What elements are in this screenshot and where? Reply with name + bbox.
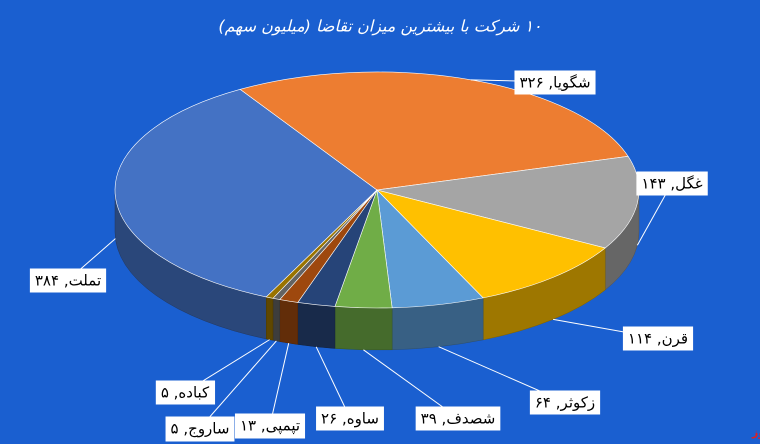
data-label-text: کباده, ۵ (161, 384, 210, 402)
leader-line (269, 342, 290, 426)
data-label: کباده, ۵ (155, 380, 216, 405)
pie-slice-side (297, 302, 336, 349)
data-label-box (165, 416, 235, 442)
leader-line (199, 340, 277, 429)
data-label-text: زکوثر, ۶۴ (535, 394, 595, 412)
pie-slice (114, 89, 378, 298)
data-label-box (622, 326, 694, 351)
pie-slice-side (279, 299, 299, 345)
data-label: شگویا, ۳۲۶ (514, 70, 596, 95)
pie-slice (376, 156, 640, 249)
data-label-text: ساروج, ۵ (171, 420, 230, 439)
data-label-text: ساوه, ۲۶ (321, 410, 379, 428)
data-label-text: شگویا, ۳۲۶ (519, 74, 590, 92)
data-label-box (234, 413, 306, 439)
data-label-box (415, 406, 501, 431)
data-label: ساوه, ۲۶ (316, 406, 384, 431)
data-label-text: قرن, ۱۱۴ (628, 330, 688, 348)
data-label-text: تپمپی, ۱۳ (240, 417, 300, 436)
data-label-box (636, 171, 708, 196)
data-label: غگل, ۱۴۳ (636, 171, 708, 196)
data-label: شصدف, ۳۹ (415, 406, 501, 431)
chart-title: ۱۰ شرکت با بیشترین میزان تقاضا (میلیون س… (218, 17, 541, 36)
data-label-text: غگل, ۱۴۳ (641, 175, 702, 193)
pie-slice (376, 189, 606, 299)
leader-line (315, 346, 351, 419)
data-label: قرن, ۱۱۴ (622, 326, 694, 351)
data-label-text: شصدف, ۳۹ (421, 410, 496, 428)
data-label-text: تملت, ۳۸۴ (35, 272, 101, 290)
data-label: تپمپی, ۱۳ (234, 413, 306, 439)
pie-slice-side (334, 306, 393, 351)
data-label: ساروج, ۵ (165, 416, 235, 442)
data-label: زکوثر, ۶۴ (529, 390, 601, 415)
data-label-box (529, 390, 601, 415)
pie-slice-side (272, 297, 281, 342)
pie-sides (114, 189, 640, 351)
data-label-box (29, 268, 107, 293)
data-label-box (514, 70, 596, 95)
pie-slice (265, 189, 378, 299)
data-label: تملت, ۳۸۴ (29, 268, 107, 293)
watermark: بورس نیوز (751, 426, 760, 439)
data-label-box (155, 380, 216, 405)
pie-tops (114, 71, 640, 309)
pie-slice-side (266, 296, 274, 341)
data-label-box (316, 406, 384, 431)
